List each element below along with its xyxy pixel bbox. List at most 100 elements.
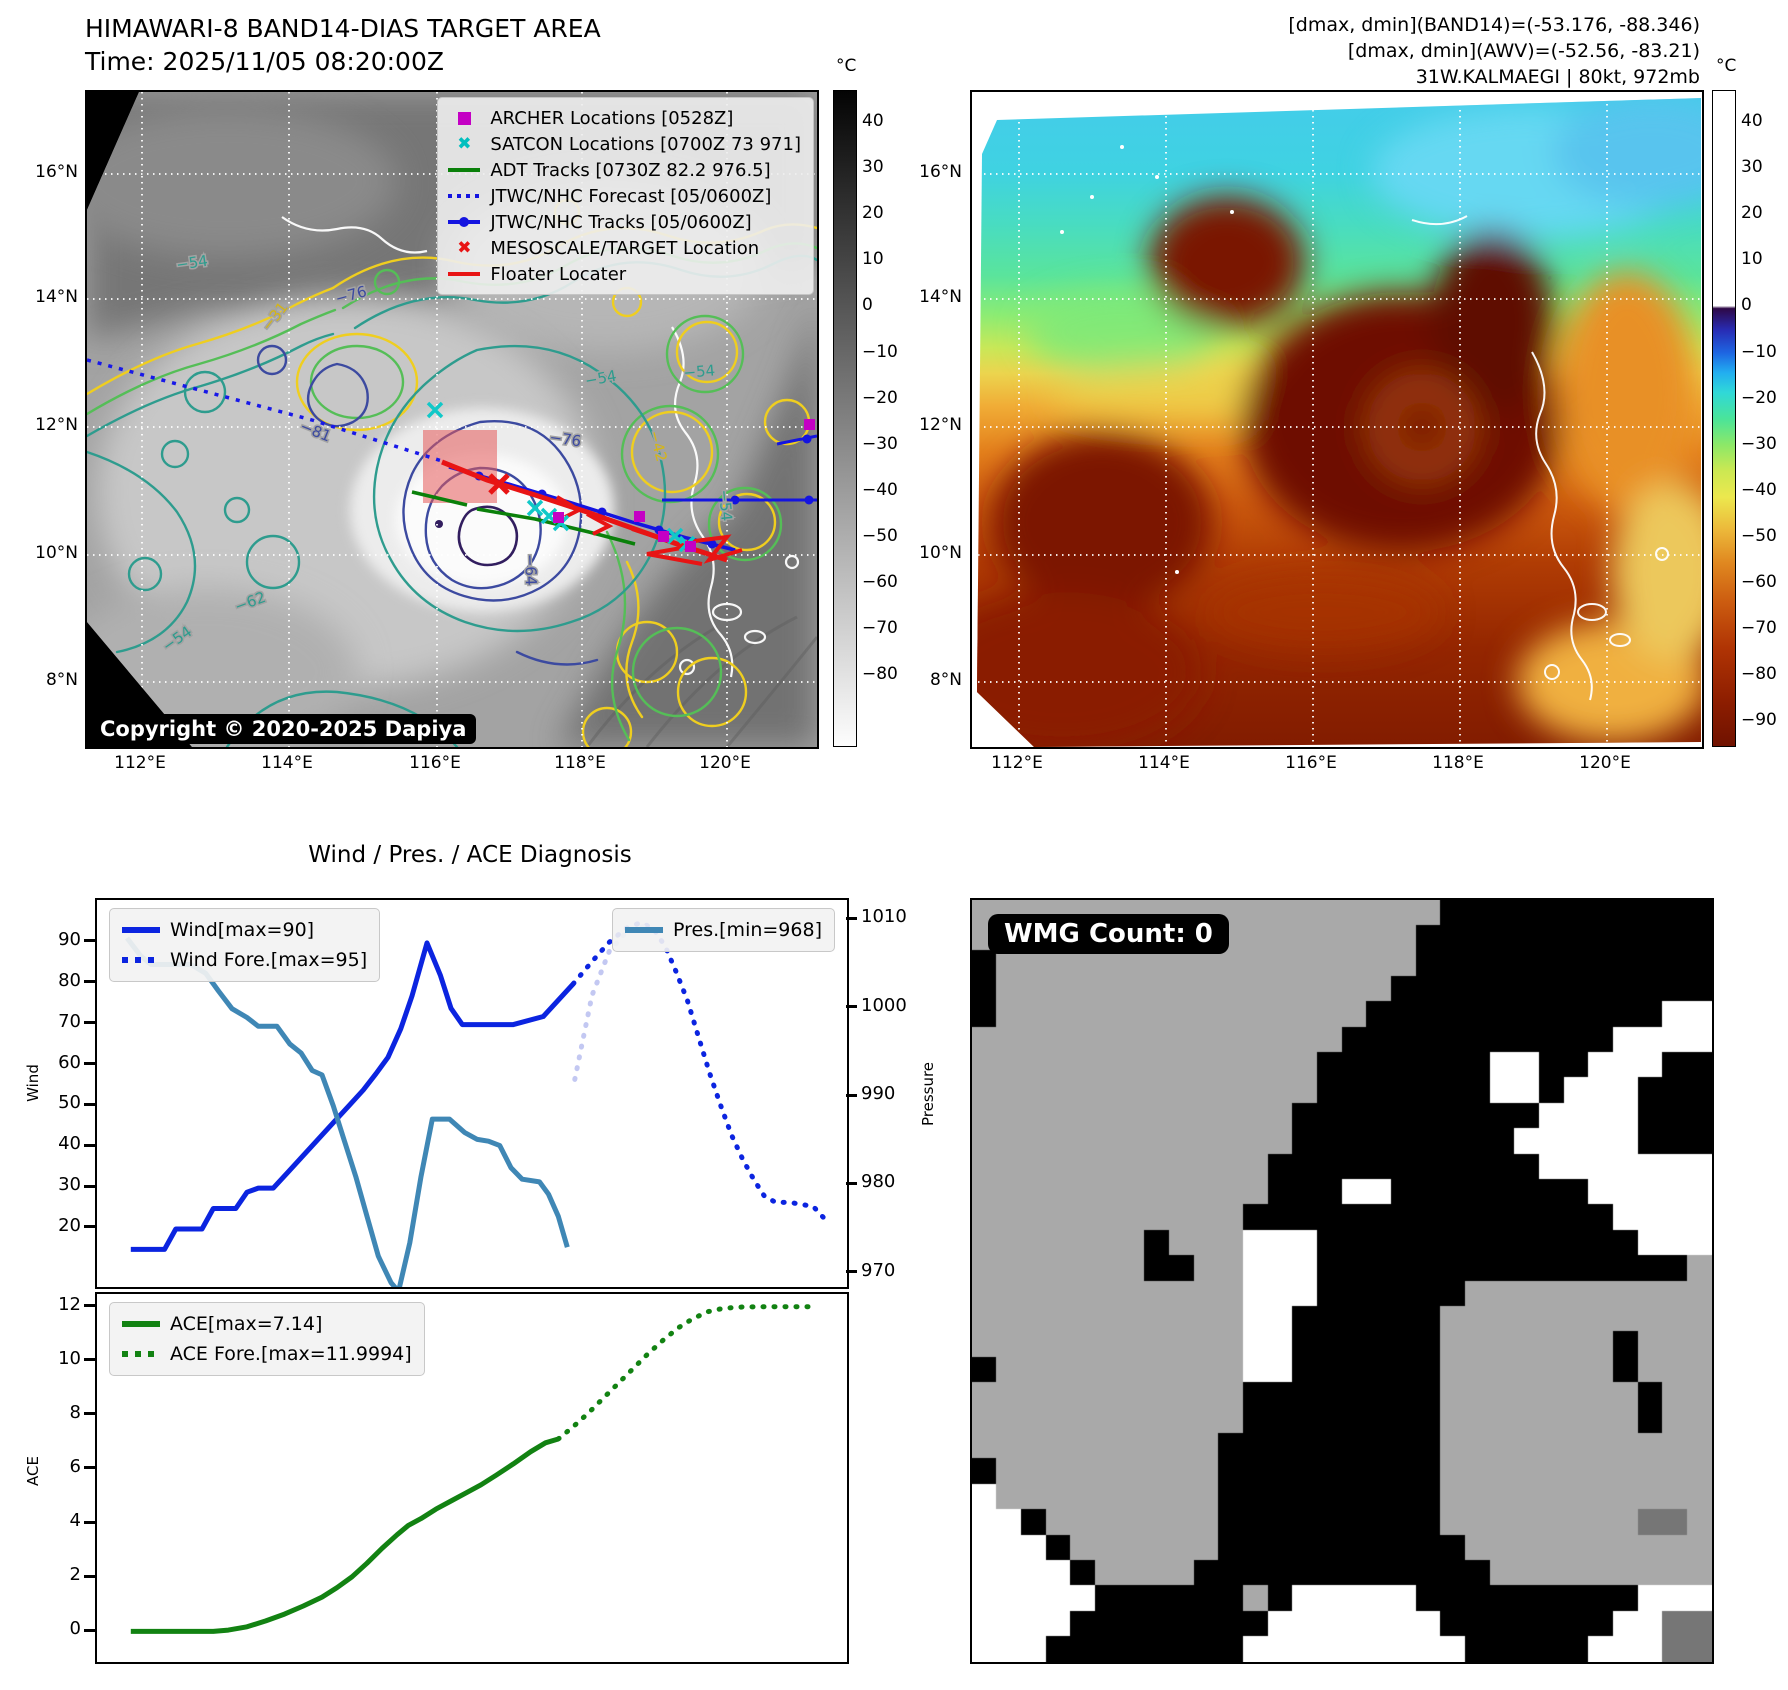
tick-label (84, 1021, 95, 1025)
tick-label: 90 (58, 928, 81, 950)
tick-label (84, 980, 95, 984)
tick-label (84, 1102, 95, 1106)
tick-label: −30 (862, 433, 898, 454)
tick-label: 114°E (261, 753, 313, 773)
track-line-dot-icon (448, 216, 481, 228)
copyright-badge: Copyright © 2020-2025 Dapiya (90, 714, 477, 744)
ace-legend: ACE[max=7.14] ACE Fore.[max=11.9994] (109, 1302, 425, 1376)
satcon-x-icon: ✖ (457, 133, 472, 154)
right-panel-header: [dmax, dmin](BAND14)=(-53.176, -88.346) … (1080, 12, 1700, 91)
left-panel-title-block: HIMAWARI-8 BAND14-DIAS TARGET AREA Time:… (85, 12, 601, 78)
tick-label: 60 (58, 1051, 81, 1073)
legend-item-satcon: ✖ SATCON Locations [0700Z 73 971] (457, 133, 801, 155)
tick-label: −80 (1741, 664, 1777, 685)
tick-label: −90 (1741, 710, 1777, 731)
wmg-count-badge: WMG Count: 0 (988, 914, 1229, 954)
ace-line-icon (122, 1321, 160, 1327)
tick-label: 30 (1741, 157, 1763, 178)
mesoscale-x-icon: ✖ (457, 237, 472, 258)
left-colorbar (833, 90, 857, 747)
tick-label (84, 1304, 95, 1308)
series-Wind Fore.[max=95] (570, 920, 831, 1226)
tick-label (84, 939, 95, 943)
tick-label: −60 (862, 572, 898, 592)
tick-label: 112°E (114, 753, 166, 773)
right-colorbar-unit: °C (1716, 56, 1737, 76)
tick-label: 20 (1741, 203, 1763, 224)
legend-item-mesoscale: ✖ MESOSCALE/TARGET Location (457, 237, 760, 259)
dmax-dmin-awv: [dmax, dmin](AWV)=(-52.56, -83.21) (1347, 40, 1700, 63)
right-map-gridlines (977, 98, 1701, 747)
tick-label (84, 1520, 95, 1524)
legend-item-tracks: JTWC/NHC Tracks [05/0600Z] (446, 209, 801, 235)
tick-label: −50 (1741, 525, 1777, 546)
tick-label: 8°N (929, 670, 962, 690)
tick-label (846, 1181, 857, 1185)
tick-label: 16°N (919, 162, 962, 182)
tick-label: 10 (862, 249, 884, 270)
tick-label: 114°E (1138, 753, 1190, 773)
tick-label: 40 (1741, 111, 1763, 131)
wmg-mask-panel: WMG Count: 0 (970, 898, 1714, 1664)
wmg-mask-image (972, 900, 1712, 1662)
enhanced-ir-satellite-map (970, 90, 1704, 749)
wind-line-icon (122, 927, 160, 933)
tick-label: 12°N (35, 415, 78, 435)
tick-label: 10 (58, 1347, 81, 1369)
ace-chart: ACE[max=7.14] ACE Fore.[max=11.9994] (95, 1292, 849, 1664)
timestamp: Time: 2025/11/05 08:20:00Z (85, 47, 444, 76)
tick-label: 20 (862, 203, 884, 224)
tick-label: 12°N (919, 415, 962, 435)
tick-label: 990 (861, 1083, 896, 1105)
tick-label: −40 (1741, 479, 1777, 500)
mesoscale-target-marker (488, 473, 510, 495)
tick-label: 14°N (919, 287, 962, 307)
left-colorbar-unit: °C (836, 56, 857, 76)
ace-axis-label: ACE (24, 1456, 42, 1486)
tick-label: 30 (58, 1174, 81, 1196)
pressure-line-icon (625, 927, 663, 933)
archer-square-icon (457, 111, 471, 125)
tick-label: 8°N (45, 670, 78, 690)
pressure-axis-label: Pressure (919, 1061, 937, 1127)
tick-label: 40 (862, 111, 884, 131)
dmax-dmin-band14: [dmax, dmin](BAND14)=(-53.176, -88.346) (1288, 14, 1700, 36)
tick-label: 970 (861, 1259, 896, 1281)
tick-label: 116°E (409, 753, 461, 773)
tick-label (84, 1412, 95, 1416)
tick-label: 1010 (861, 906, 907, 928)
tick-label: 1000 (861, 994, 907, 1016)
wind-axis-label: Wind (24, 1064, 42, 1102)
ace-forecast-line-icon (122, 1351, 160, 1357)
contour-label: −64 (521, 554, 540, 586)
contour-label: −54 (683, 361, 716, 382)
tick-label: −20 (1741, 387, 1777, 408)
tick-label: 40 (58, 1133, 81, 1155)
legend-item-wind-fore: Wind Fore.[max=95] (122, 945, 367, 975)
tick-label: −70 (862, 618, 898, 639)
tick-label: 8 (69, 1401, 81, 1423)
tick-label: 112°E (991, 753, 1043, 773)
forecast-dotted-line-icon (448, 194, 481, 198)
tick-label: 116°E (1285, 753, 1337, 773)
tick-label (846, 916, 857, 920)
series-ACE Fore.[max=11.9994] (555, 1304, 814, 1442)
tick-label: 0 (69, 1618, 81, 1640)
contour-label: −54 (715, 489, 736, 522)
wind-pressure-chart: Wind[max=90] Wind Fore.[max=95] Pres.[mi… (95, 898, 849, 1289)
storm-id-intensity: 31W.KALMAEGI | 80kt, 972mb (1415, 66, 1700, 89)
tick-label: 20 (58, 1214, 81, 1236)
tick-label (846, 1005, 857, 1009)
tick-label: 118°E (1432, 753, 1484, 773)
coastline (1411, 215, 1669, 701)
tick-label: −80 (862, 664, 898, 685)
tick-label (84, 1184, 95, 1188)
tick-label: −60 (1741, 572, 1777, 592)
floater-line-icon (448, 272, 481, 276)
right-colorbar (1712, 90, 1736, 747)
tick-label (84, 1358, 95, 1362)
tick-label: −20 (862, 387, 898, 408)
tick-label (84, 1225, 95, 1229)
tick-label: 4 (69, 1510, 81, 1531)
